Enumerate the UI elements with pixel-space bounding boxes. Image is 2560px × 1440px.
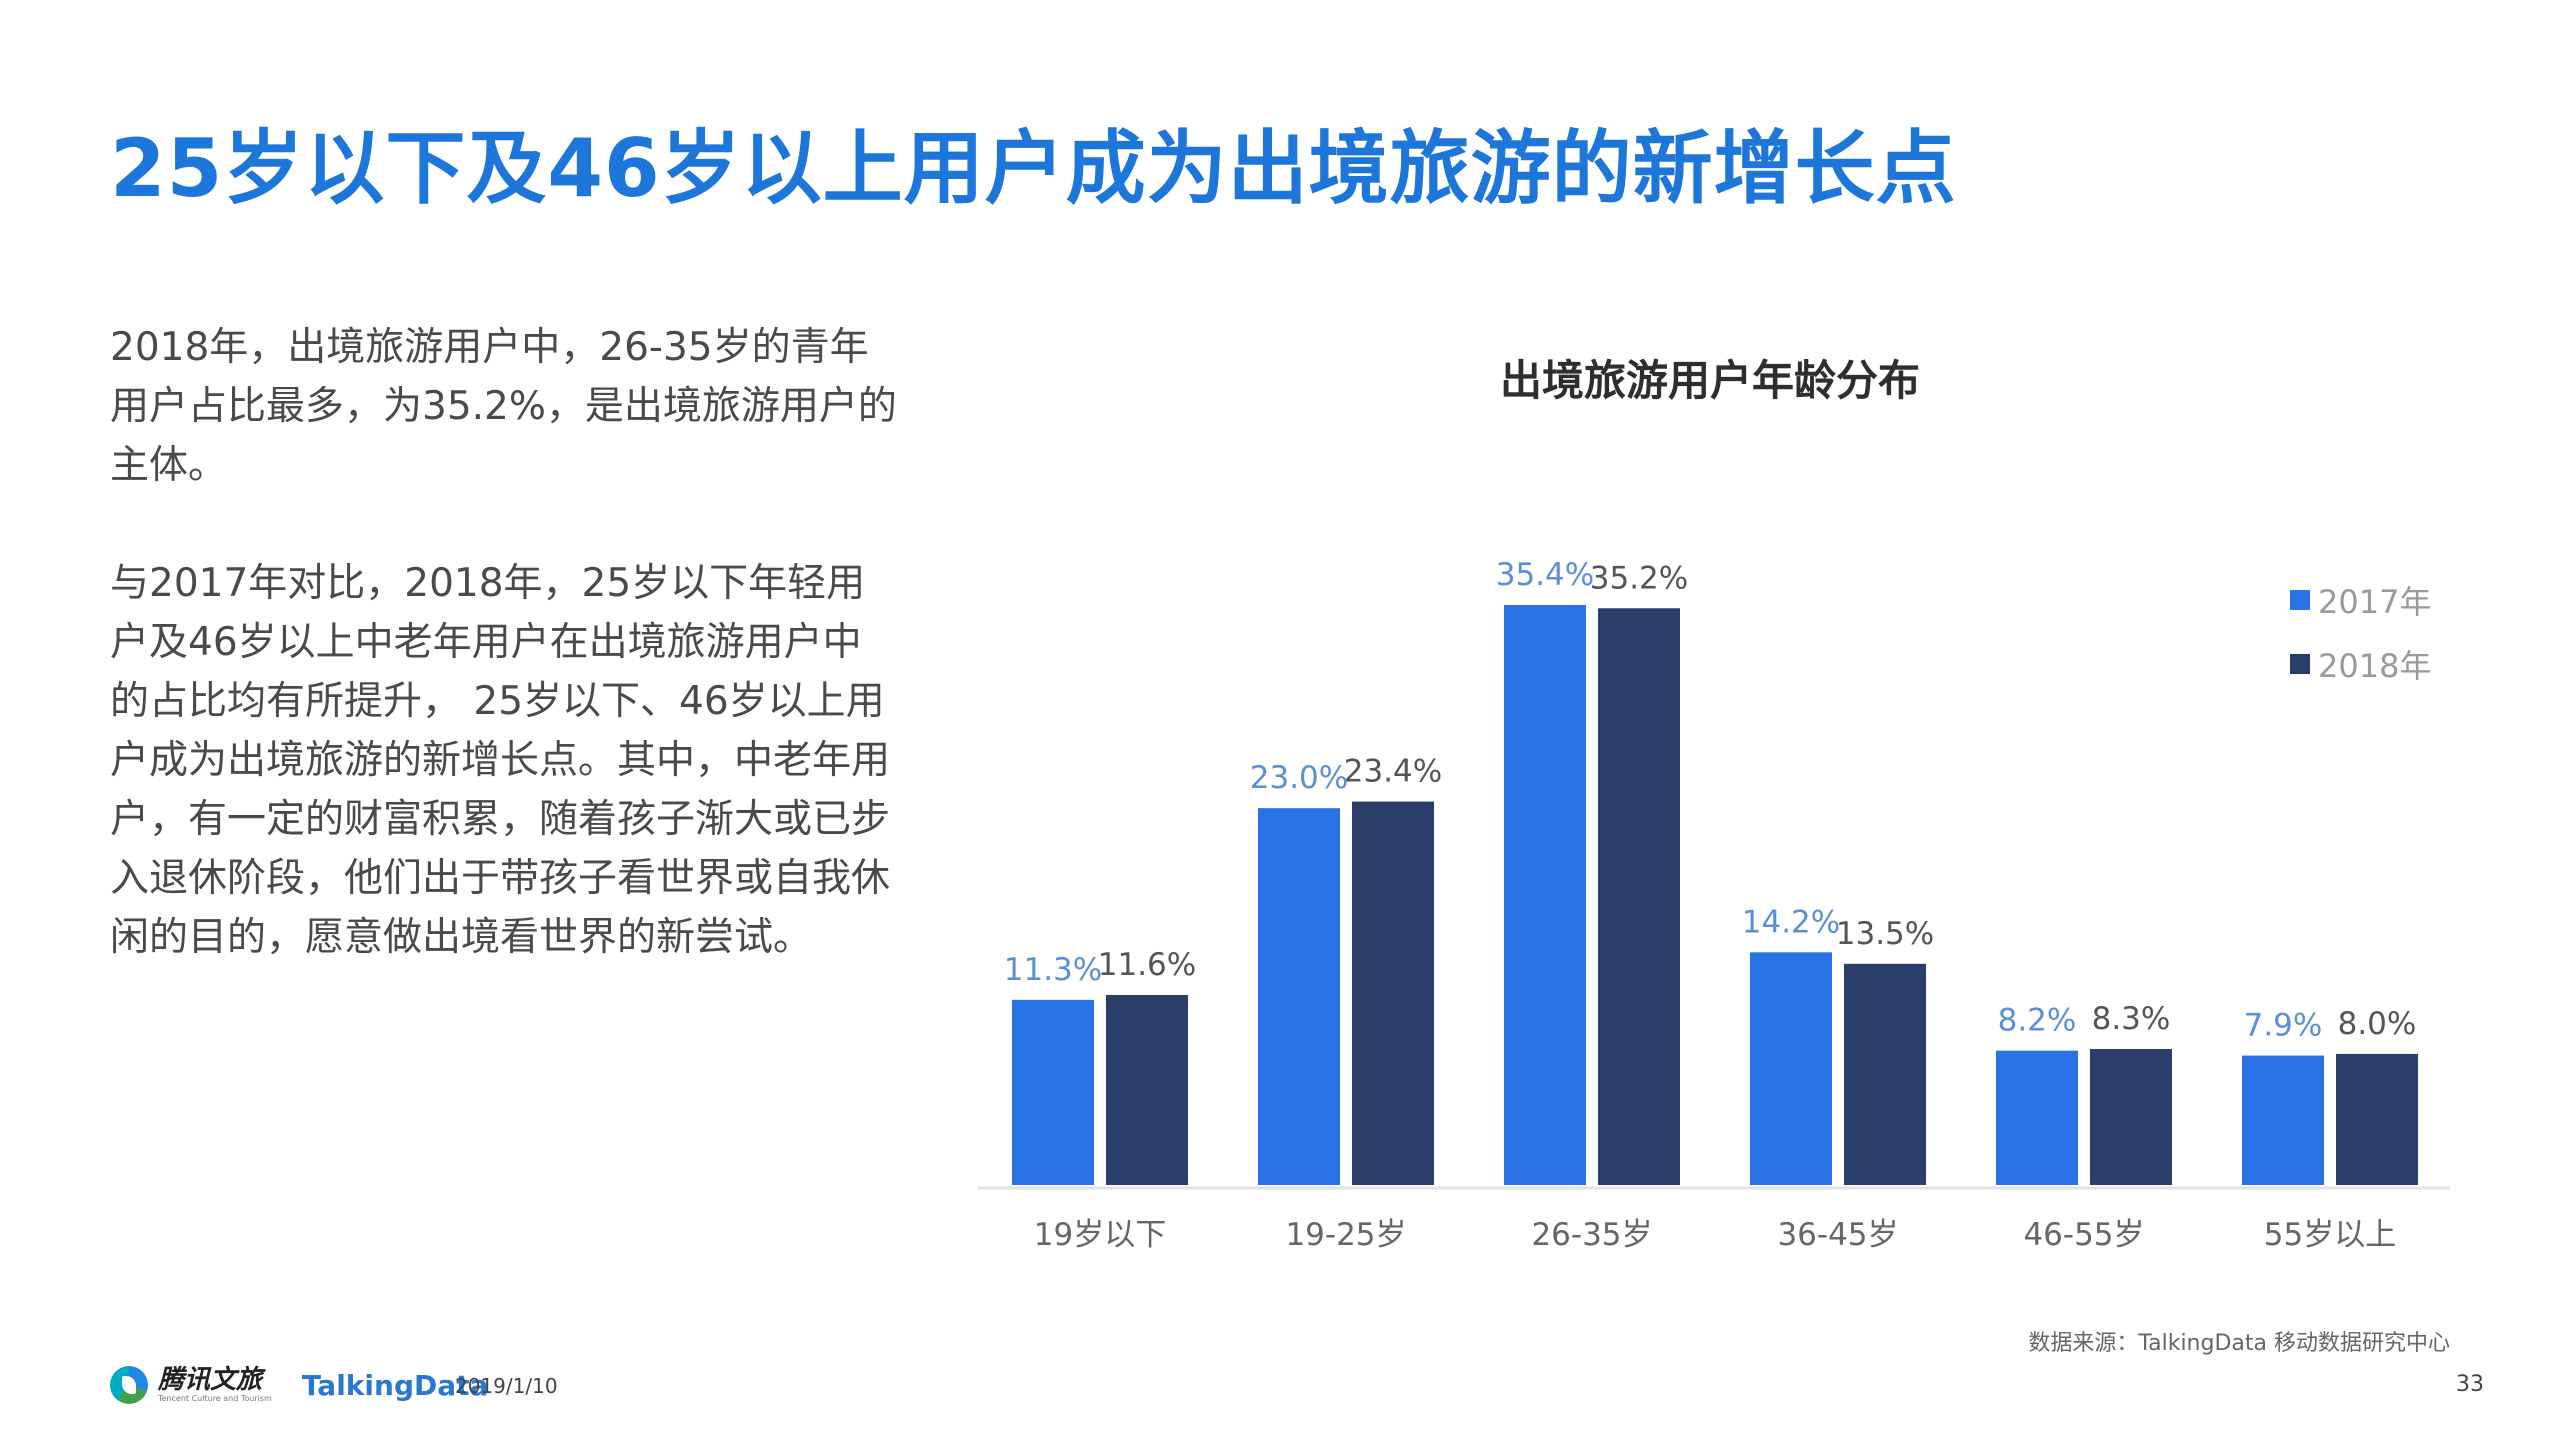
bar-2018 — [1352, 801, 1434, 1185]
data-label-2018: 11.6% — [1098, 947, 1196, 983]
bar-2017 — [1750, 952, 1832, 1185]
x-tick-label: 19岁以下 — [1034, 1217, 1166, 1253]
x-tick-label: 36-45岁 — [1777, 1217, 1898, 1253]
summary-paragraph: 2018年，出境旅游用户中，26-35岁的青年用户占比最多，为35.2%，是出境… — [110, 325, 897, 488]
data-label-2018: 8.3% — [2092, 1001, 2171, 1037]
bar-2017 — [1996, 1050, 2078, 1185]
legend-item-2018: 2018年 — [2290, 642, 2431, 686]
bar-2018 — [1844, 963, 1926, 1185]
legend-label-2018: 2018年 — [2318, 647, 2432, 685]
report-date: 2019/1/10 — [455, 1374, 558, 1398]
tencent-culture-name: 腾讯文旅 — [158, 1365, 263, 1395]
chart-legend: 2017年 2018年 — [2290, 578, 2431, 706]
data-label-2018: 8.0% — [2338, 1006, 2417, 1042]
age-distribution-bar-chart: 11.3%11.6% 19岁以下 23.0%23.4% 19-25岁 35.4%35.2… — [978, 557, 2450, 1253]
talkingdata-logo: TalkingData — [301, 1368, 489, 1402]
page-number: 33 — [2456, 1372, 2484, 1397]
data-label-2017: 35.4% — [1496, 557, 1594, 593]
data-label-2018: 13.5% — [1836, 916, 1934, 952]
x-tick-label: 19-25岁 — [1285, 1217, 1406, 1253]
data-source: 数据来源：TalkingData 移动数据研究中心 — [2028, 1331, 2450, 1356]
tencent-culture-brand: 腾讯文旅 Tencent Culture and Tourism — [158, 1366, 272, 1404]
bar-2017 — [2242, 1055, 2324, 1185]
bar-2018 — [2090, 1049, 2172, 1185]
x-tick-label: 46-55岁 — [2023, 1217, 2144, 1253]
data-label-2017: 7.9% — [2244, 1008, 2323, 1044]
bar-2018 — [1598, 608, 1680, 1185]
legend-label-2017: 2017年 — [2318, 583, 2432, 621]
data-label-2017: 14.2% — [1742, 904, 1840, 940]
bar-2017 — [1504, 605, 1586, 1185]
data-label-2017: 23.0% — [1250, 760, 1348, 796]
data-label-2018: 35.2% — [1590, 560, 1688, 596]
bar-2018 — [1106, 994, 1188, 1185]
data-label-2017: 11.3% — [1004, 952, 1102, 988]
x-tick-label: 55岁以上 — [2264, 1217, 2396, 1253]
legend-item-2017: 2017年 — [2290, 578, 2431, 622]
bar-2017 — [1258, 808, 1340, 1185]
comparison-paragraph: 与2017年对比，2018年，25岁以下年轻用户及46岁以上中老年用户在出境旅游… — [110, 561, 891, 960]
tencent-culture-logo-icon — [110, 1366, 148, 1404]
bar-2017 — [1012, 999, 1094, 1185]
bar-2018 — [2336, 1053, 2418, 1185]
data-label-2018: 23.4% — [1344, 754, 1442, 790]
x-tick-label: 26-35岁 — [1531, 1217, 1652, 1253]
page-title: 25岁以下及46岁以上用户成为出境旅游的新增长点 — [110, 122, 1957, 215]
data-label-2017: 8.2% — [1998, 1003, 2077, 1039]
chart-title: 出境旅游用户年龄分布 — [1500, 356, 1921, 405]
legend-swatch-2017 — [2290, 590, 2310, 610]
legend-swatch-2018 — [2290, 654, 2310, 674]
footer-logos: 腾讯文旅 Tencent Culture and Tourism Talking… — [110, 1366, 488, 1404]
tencent-culture-subtitle: Tencent Culture and Tourism — [158, 1394, 272, 1403]
